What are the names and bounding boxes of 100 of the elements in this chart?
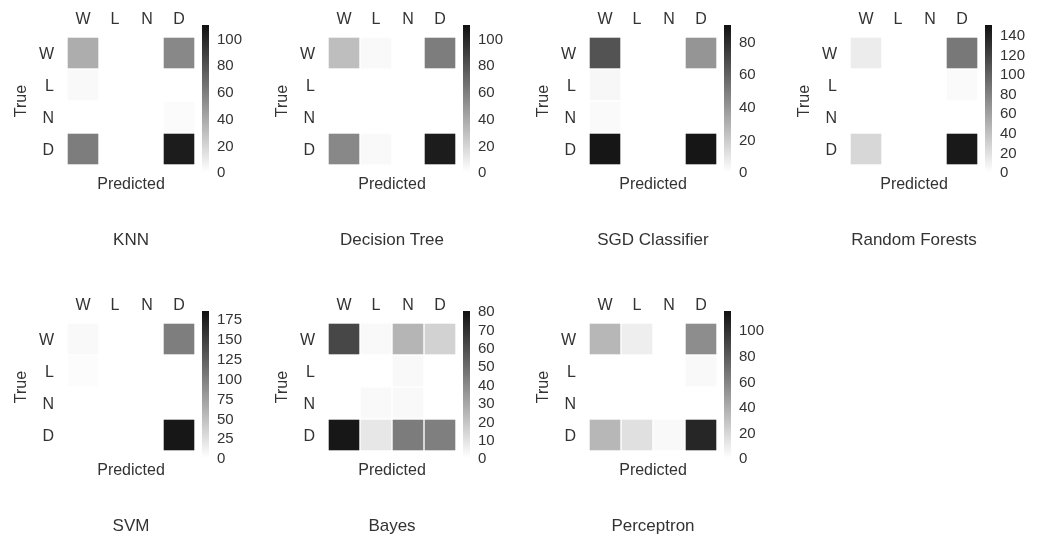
y-tick-label: D: [303, 140, 315, 158]
text: Random Forests: [851, 230, 977, 249]
x-tick-label: W: [597, 296, 614, 313]
x-tick-label: L: [893, 10, 903, 27]
x-axis-title: Predicted: [358, 461, 426, 478]
color-bar-label: 0: [1000, 163, 1009, 181]
color-bar-label: 50: [478, 357, 495, 375]
color-bar-label: 0: [739, 449, 748, 467]
x-tick-label: L: [371, 10, 381, 27]
color-bar-label: 80: [217, 56, 234, 74]
y-tick-label: D: [303, 426, 315, 444]
x-tick-label: D: [695, 10, 707, 27]
color-bar-label: 20: [478, 136, 495, 154]
x-tick-label: D: [434, 296, 446, 313]
y-axis-title: True: [534, 84, 551, 118]
y-tick-label: L: [45, 76, 55, 94]
color-bar-label: 40: [478, 109, 495, 127]
color-bar-label: 150: [217, 330, 243, 348]
y-tick-label: N: [564, 394, 576, 412]
text: KNN: [113, 230, 149, 249]
y-tick-label: N: [303, 394, 315, 412]
y-tick-label: D: [42, 426, 54, 444]
y-tick-label: N: [42, 108, 54, 126]
y-axis-title: True: [795, 84, 812, 118]
color-bar-label: 30: [478, 394, 495, 412]
color-bar-label: 60: [739, 372, 756, 390]
color-bar-label: 0: [739, 163, 748, 181]
color-bar-label: 60: [739, 65, 756, 83]
y-tick-label: N: [825, 108, 837, 126]
text: Perceptron: [611, 516, 695, 535]
color-bar-label: 80: [739, 346, 756, 364]
color-bar-label: 120: [1000, 45, 1026, 63]
y-tick-label: L: [567, 76, 577, 94]
color-bar-label: 140: [1000, 26, 1026, 44]
y-axis-title: True: [12, 370, 29, 404]
y-tick-label: L: [45, 362, 55, 380]
color-bar-label: 175: [217, 310, 243, 328]
color-bar-label: 80: [478, 302, 495, 320]
x-tick-label: N: [141, 296, 153, 313]
y-tick-label: L: [306, 362, 316, 380]
x-tick-label: D: [956, 10, 968, 27]
color-bar-label: 100: [739, 321, 765, 339]
x-tick-label: W: [75, 296, 92, 313]
color-bar-label: 40: [478, 375, 495, 393]
color-bar-label: 0: [217, 449, 226, 467]
color-bar-label: 0: [478, 449, 487, 467]
x-tick-label: W: [336, 10, 353, 27]
color-bar-label: 20: [1000, 143, 1017, 161]
y-axis-title: True: [534, 370, 551, 404]
x-tick-label: D: [173, 10, 185, 27]
color-bar-label: 70: [478, 320, 495, 338]
text: Decision Tree: [340, 230, 444, 249]
x-axis-title: Predicted: [358, 175, 426, 192]
color-bar-label: 80: [478, 56, 495, 74]
x-axis-title: Predicted: [880, 175, 948, 192]
x-tick-label: W: [75, 10, 92, 27]
x-tick-label: N: [141, 10, 153, 27]
color-bar-label: 20: [217, 136, 234, 154]
color-bar-label: 0: [478, 163, 487, 181]
color-bar-label: 60: [478, 83, 495, 101]
color-bar-label: 20: [478, 412, 495, 430]
y-tick-label: W: [38, 44, 55, 62]
x-tick-label: W: [858, 10, 875, 27]
color-bar-label: 20: [739, 423, 756, 441]
color-bar-label: 125: [217, 349, 243, 367]
color-bar-label: 40: [739, 97, 756, 115]
y-tick-label: W: [299, 330, 316, 348]
color-bar-label: 20: [739, 130, 756, 148]
y-tick-label: N: [303, 108, 315, 126]
color-bar-label: 0: [217, 163, 226, 181]
text: SVM: [112, 516, 150, 535]
color-bar-label: 60: [217, 83, 234, 101]
color-bar-label: 60: [478, 339, 495, 356]
color-bar-label: 75: [217, 389, 234, 407]
x-tick-label: D: [695, 296, 707, 313]
x-axis-title: Predicted: [97, 175, 165, 192]
x-tick-label: N: [663, 10, 675, 27]
color-bar-label: 25: [217, 429, 234, 447]
y-tick-label: W: [560, 330, 577, 348]
y-tick-label: D: [564, 140, 576, 158]
y-axis-title: True: [273, 370, 290, 404]
color-bar-label: 100: [217, 29, 243, 47]
y-axis-title: True: [273, 84, 290, 118]
y-tick-label: L: [567, 362, 577, 380]
y-tick-label: N: [42, 394, 54, 412]
x-tick-label: N: [924, 10, 936, 27]
x-tick-label: W: [597, 10, 614, 27]
color-bar-label: 10: [478, 430, 495, 448]
y-tick-label: D: [564, 426, 576, 444]
x-tick-label: L: [110, 296, 120, 313]
color-bar-label: 80: [739, 32, 756, 50]
x-tick-label: D: [434, 10, 446, 27]
color-bar-label: 100: [478, 29, 504, 47]
y-tick-label: W: [299, 44, 316, 62]
color-bar-label: 80: [1000, 84, 1017, 102]
y-tick-label: W: [38, 330, 55, 348]
color-bar-label: 100: [1000, 65, 1026, 83]
text: SGD Classifier: [597, 230, 710, 249]
x-tick-label: N: [402, 10, 414, 27]
text: Bayes: [368, 516, 416, 535]
